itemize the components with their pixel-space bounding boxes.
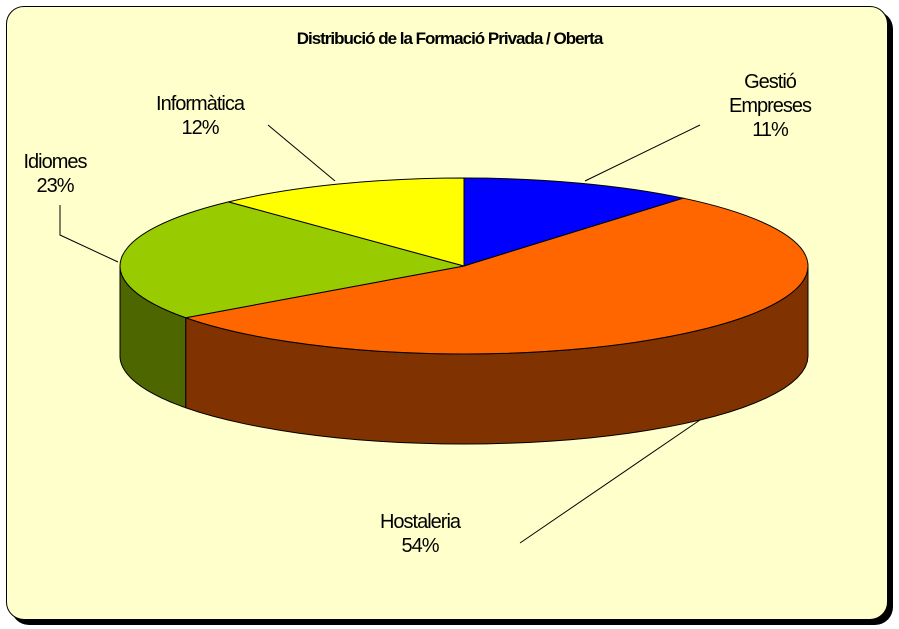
percent-label: 54% [401, 535, 439, 557]
percent-label: 12% [181, 117, 219, 139]
pie-slice [228, 177, 465, 267]
category-label: Gestió Empreses [728, 71, 812, 117]
leader-line [267, 124, 336, 182]
pie-slice [119, 201, 465, 319]
percent-label: 11% [752, 119, 789, 141]
percent-label: 23% [36, 175, 74, 197]
slice-label: Idiomes 23% [0, 150, 110, 198]
category-label: Informàtica [156, 93, 245, 115]
pie-slice [463, 177, 686, 267]
category-label: Idiomes [23, 151, 87, 173]
leader-line [59, 205, 119, 263]
leader-line [519, 419, 701, 544]
category-label: Hostaleria [379, 511, 461, 533]
leader-line [584, 124, 701, 182]
chart-title: Distribució de la Formació Privada / Obe… [296, 29, 604, 48]
slice-label: Informàtica 12% [130, 92, 270, 140]
pie-slice [183, 197, 809, 355]
slice-label: Gestió Empreses 11% [700, 70, 840, 142]
slice-label: Hostaleria 54% [360, 510, 480, 558]
